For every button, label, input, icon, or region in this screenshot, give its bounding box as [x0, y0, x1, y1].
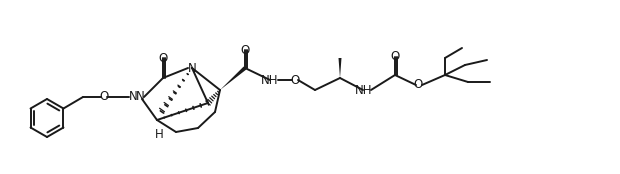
Text: N: N: [136, 90, 144, 104]
Text: O: O: [99, 90, 108, 104]
Text: NH: NH: [355, 85, 373, 97]
Polygon shape: [339, 58, 342, 78]
Text: H: H: [154, 128, 164, 140]
Text: N: N: [128, 90, 138, 104]
Text: O: O: [391, 50, 400, 64]
Text: O: O: [414, 78, 423, 92]
Text: N: N: [188, 61, 197, 74]
Text: O: O: [241, 44, 250, 57]
Polygon shape: [220, 66, 246, 90]
Text: O: O: [290, 73, 299, 86]
Text: NH: NH: [261, 74, 279, 88]
Text: O: O: [158, 52, 167, 65]
